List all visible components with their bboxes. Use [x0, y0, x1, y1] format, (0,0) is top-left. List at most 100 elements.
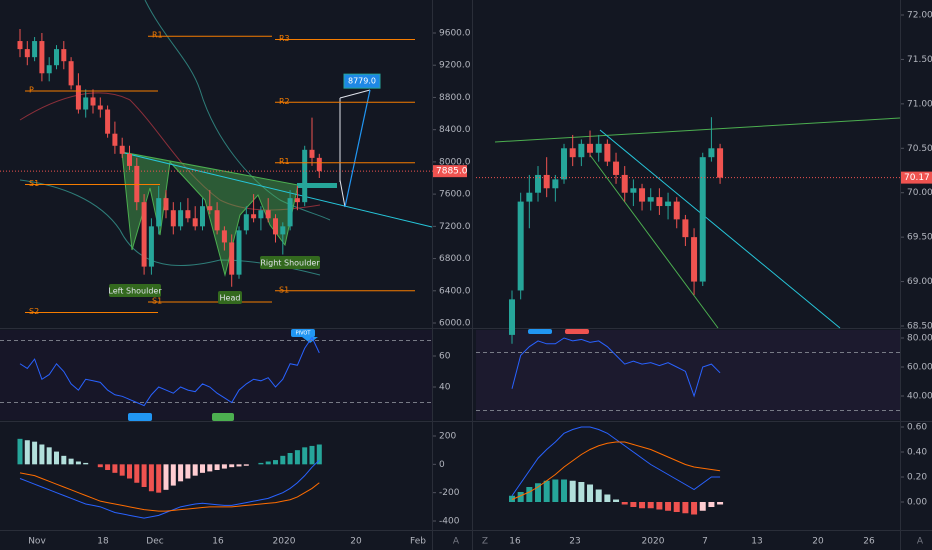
tick-label: 71.50: [907, 55, 932, 65]
candle-body: [148, 226, 154, 267]
tick-label: 8400.0: [439, 125, 471, 135]
tick-label: 60: [439, 352, 451, 362]
candle-body: [708, 148, 715, 158]
candle-body: [170, 210, 176, 227]
histogram-bar: [83, 462, 89, 465]
pivot-label: S1: [279, 285, 289, 294]
candle-body: [309, 149, 315, 158]
candle-body: [32, 41, 38, 58]
histogram-bar: [673, 502, 680, 512]
histogram-bar: [578, 482, 585, 502]
tick-label: 0.00: [907, 498, 927, 508]
histogram-bar: [156, 464, 162, 493]
pattern-label: Right Shoulder: [260, 259, 320, 268]
histogram-bar: [97, 464, 103, 468]
pattern-label: Left Shoulder: [108, 287, 162, 296]
candle-body: [68, 61, 74, 86]
candle-body: [97, 105, 103, 110]
candle-body: [526, 192, 533, 202]
candle-body: [647, 197, 654, 202]
tick-label: 80.00: [907, 334, 932, 344]
candle-body: [207, 206, 213, 211]
histogram-bar: [17, 438, 23, 465]
histogram-bar: [316, 444, 322, 465]
projection: [339, 89, 371, 208]
bollinger-upper: [144, 0, 331, 221]
candle-body: [316, 157, 322, 172]
candle-body: [561, 148, 568, 180]
pattern-label: Head: [220, 294, 241, 303]
candle-body: [569, 148, 576, 158]
histogram-bar: [170, 464, 176, 486]
histogram-bar: [280, 455, 286, 465]
candle-body: [691, 237, 698, 282]
candle-body: [682, 219, 689, 238]
candle-body: [552, 179, 559, 189]
histogram-bar: [112, 464, 118, 473]
trendline: [589, 154, 719, 329]
histogram-bar: [119, 464, 125, 476]
tick-label: -200: [439, 488, 460, 498]
histogram-bar: [294, 450, 300, 465]
histogram-bar: [163, 464, 169, 490]
pivot-tag: [128, 413, 152, 421]
histogram-bar: [32, 441, 38, 465]
pattern-tag: [218, 291, 242, 304]
rsi-band: [476, 330, 900, 420]
candle-body: [229, 242, 235, 275]
histogram-bar: [185, 464, 191, 479]
candle-body: [178, 210, 184, 227]
candle-body: [265, 210, 271, 219]
histogram-bar: [68, 458, 74, 465]
histogram-bar: [517, 492, 524, 502]
candle-body: [587, 143, 594, 153]
candle-body: [280, 226, 286, 235]
histogram-bar: [178, 464, 184, 482]
histogram-bar: [39, 444, 45, 465]
trendline: [494, 117, 901, 143]
last-price-label: 70.17: [904, 173, 930, 183]
pivot-label: S1: [152, 297, 162, 306]
date-label: 2020: [642, 537, 665, 547]
candle-body: [243, 214, 249, 231]
histogram-bar: [630, 502, 637, 507]
target-box: [297, 183, 337, 188]
candle-body: [258, 210, 264, 219]
pivot-label: R3: [279, 34, 290, 43]
candle-body: [24, 49, 30, 58]
candle-body: [639, 188, 646, 202]
histogram-bar: [639, 502, 646, 509]
histogram-bar: [243, 464, 249, 466]
tick-label: 70.50: [907, 144, 932, 154]
tick-label: 68.50: [907, 322, 932, 332]
histogram-bar: [682, 502, 689, 514]
candle-body: [543, 174, 550, 189]
histogram-bar: [214, 464, 220, 470]
tick-label: 0: [439, 460, 445, 470]
date-label: 18: [97, 537, 109, 547]
tick-label: 7600.0: [439, 190, 471, 200]
tick-label: 69.50: [907, 233, 932, 243]
candle-body: [665, 201, 672, 207]
candle-body: [630, 188, 637, 193]
date-label: 20: [350, 537, 362, 547]
tick-label: -400: [439, 517, 460, 527]
candle-body: [656, 197, 663, 207]
histogram-bar: [24, 440, 30, 465]
candle-body: [294, 198, 300, 203]
candle-body: [17, 41, 23, 50]
macd-line: [511, 426, 721, 497]
tick-label: 71.00: [907, 99, 932, 109]
tick-label: 0.60: [907, 423, 927, 433]
histogram-bar: [647, 502, 654, 509]
last-price-tag: [433, 165, 467, 178]
candle-body: [46, 65, 52, 74]
histogram-bar: [75, 461, 81, 465]
histogram-bar: [561, 479, 568, 502]
tick-label: 40: [439, 383, 451, 393]
candle-body: [221, 230, 227, 243]
candle-body: [39, 41, 45, 74]
pattern-tag: [260, 256, 320, 269]
tick-label: 200: [439, 432, 456, 442]
